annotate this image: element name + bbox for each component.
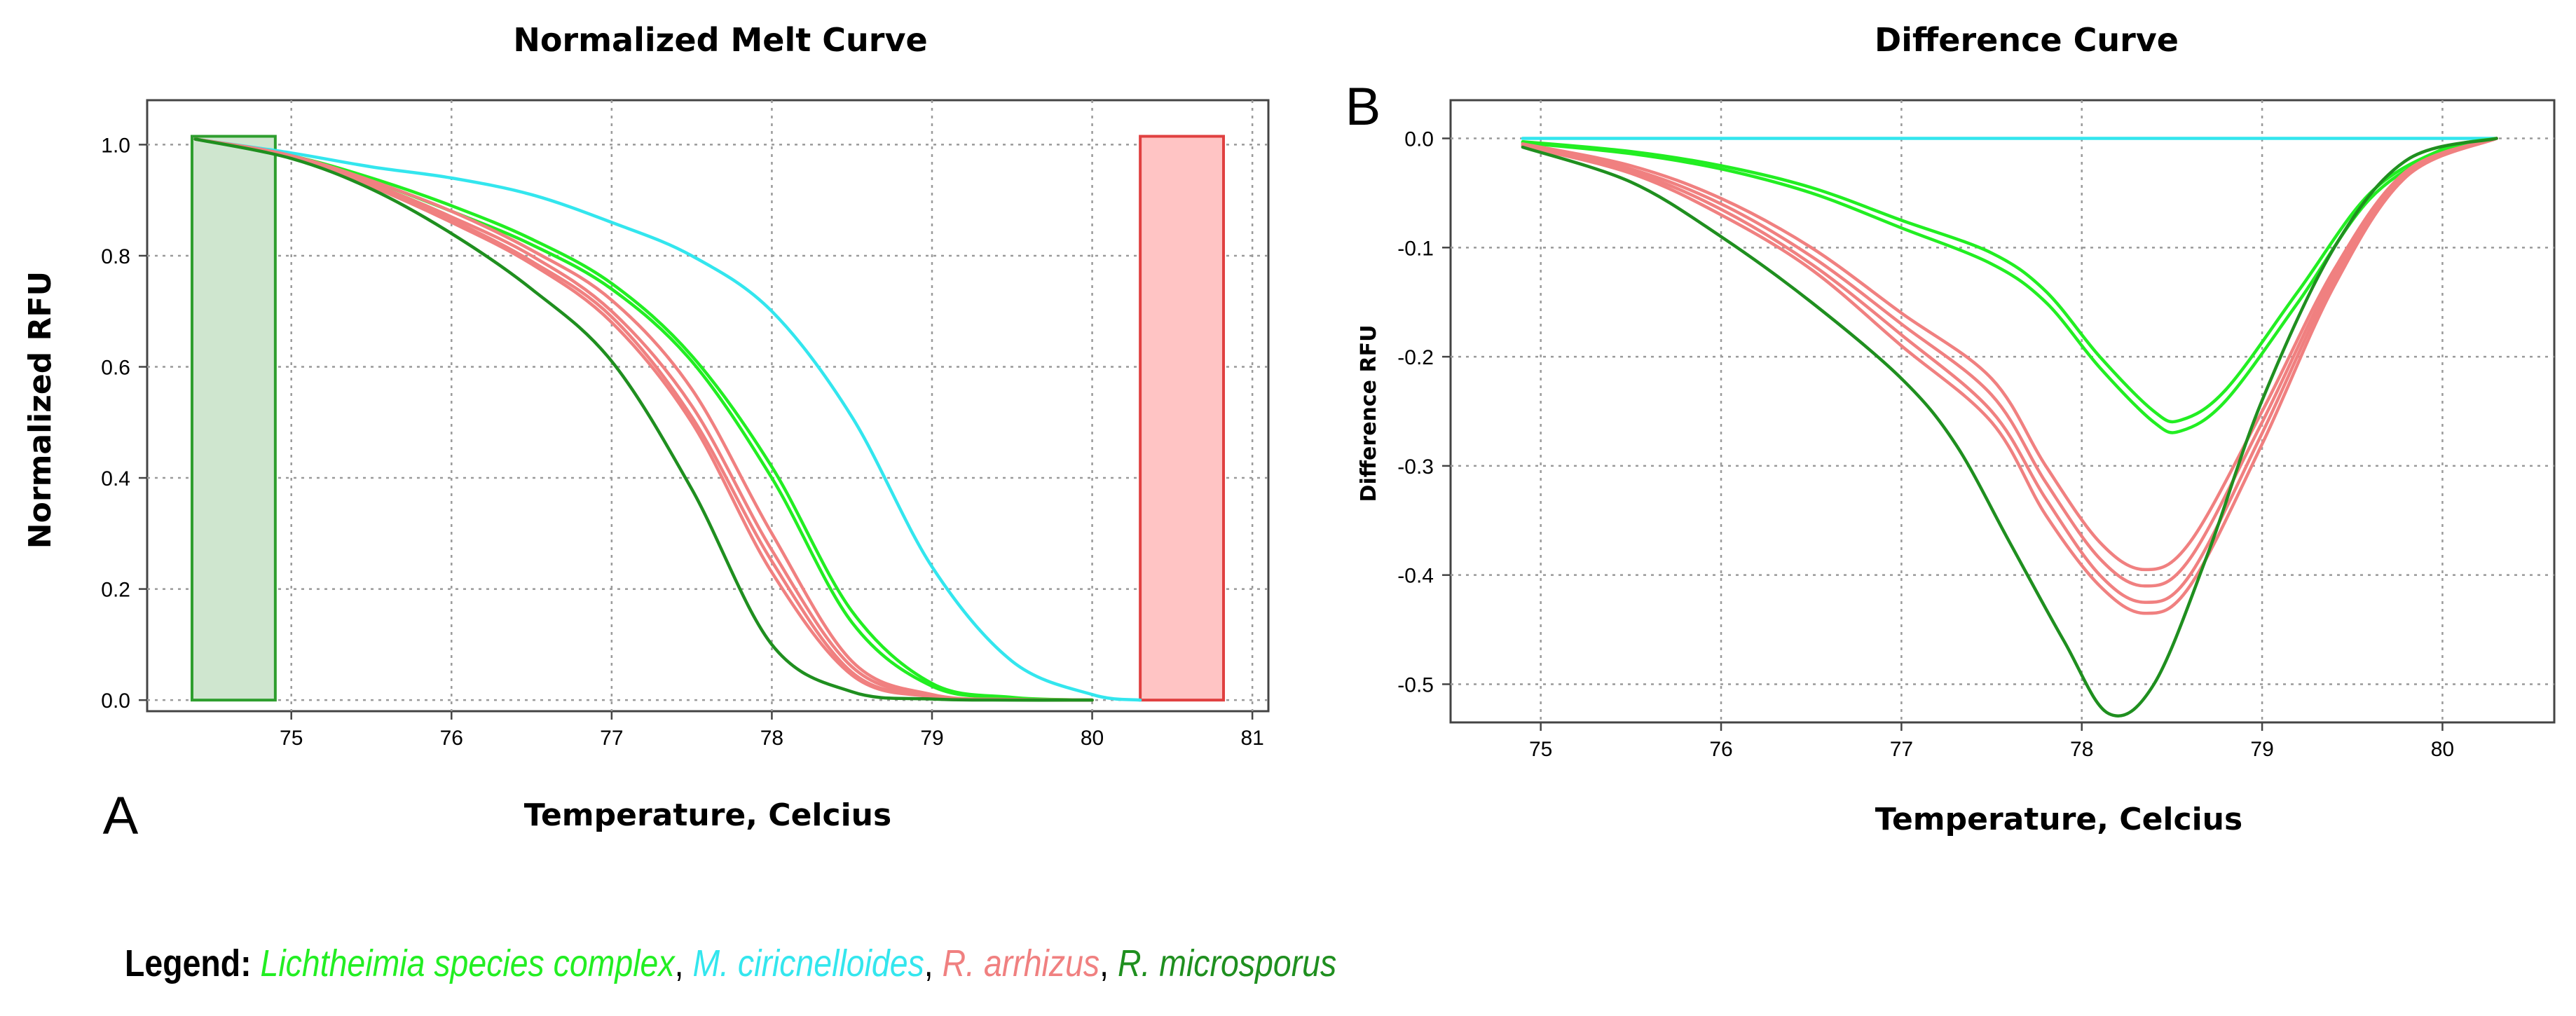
legend-separator: , xyxy=(1099,942,1109,984)
series-line-r-microsporus xyxy=(193,137,1094,702)
series-line-lichtheimia-species-complex xyxy=(193,137,1094,702)
x-tick-label: 75 xyxy=(280,727,303,750)
panel-a-regions xyxy=(191,135,1225,702)
y-tick-label: 0.6 xyxy=(101,357,130,380)
panel-b-series xyxy=(1521,137,2498,718)
x-tick-label: 77 xyxy=(1890,738,1913,761)
x-tick-label: 79 xyxy=(920,727,943,750)
x-tick-label: 79 xyxy=(2250,738,2273,761)
series-line-r-arrhizus xyxy=(1521,137,2498,604)
panel-b-plot-area xyxy=(1449,99,2556,724)
panel-a-letter: A xyxy=(103,786,139,846)
panel-a-normalized-melt-curve: Normalized Melt Curve 75 76 77 78 79 80 81 0.0… xyxy=(22,21,1270,846)
y-tick-label: 0.8 xyxy=(101,245,130,268)
panel-b-x-tick-labels: 75 76 77 78 79 80 xyxy=(1529,738,2454,761)
panel-b-x-axis-label: Temperature, Celcius xyxy=(1875,802,2242,837)
legend-entry-lichtheimia: Lichtheimia species complex xyxy=(260,942,675,984)
start-region xyxy=(191,135,277,702)
y-tick-label: 0.0 xyxy=(101,689,130,713)
legend: Legend: Lichtheimia species complex, M. … xyxy=(125,942,1336,985)
legend-entry-r-arrhizus: R. arrhizus xyxy=(942,942,1100,984)
y-tick-label: 0.2 xyxy=(101,579,130,602)
panel-b-title: Difference Curve xyxy=(1875,21,2179,59)
x-tick-label: 76 xyxy=(1709,738,1732,761)
y-tick-label: 1.0 xyxy=(101,134,130,157)
panel-a-x-axis-label: Temperature, Celcius xyxy=(524,797,891,833)
series-line-r-arrhizus xyxy=(193,137,1094,702)
x-tick-label: 77 xyxy=(600,727,623,750)
panel-b-difference-curve: Difference Curve 75 76 77 78 79 80 0.0 -0.1 -0.… xyxy=(1345,21,2556,837)
x-tick-label: 76 xyxy=(440,727,463,750)
y-tick-label: -0.5 xyxy=(1397,673,1434,696)
panel-a-x-tick-labels: 75 76 77 78 79 80 81 xyxy=(280,727,1264,750)
panel-b-letter: B xyxy=(1345,77,1381,137)
series-line-r-arrhizus xyxy=(1521,137,2498,588)
panel-b-y-tick-labels: 0.0 -0.1 -0.2 -0.3 -0.4 -0.5 xyxy=(1397,128,1434,697)
series-line-lichtheimia-species-complex xyxy=(1521,137,2498,424)
panel-a-series xyxy=(193,137,1142,702)
legend-entry-m-ciricnelloides: M. ciricnelloides xyxy=(692,942,924,984)
end-region xyxy=(1139,135,1225,702)
y-tick-label: 0.4 xyxy=(101,467,130,490)
x-tick-label: 78 xyxy=(2070,738,2093,761)
x-tick-label: 81 xyxy=(1240,727,1263,750)
x-tick-label: 75 xyxy=(1529,738,1552,761)
legend-entry-r-microsporus: R. microsporus xyxy=(1117,942,1337,984)
x-tick-label: 78 xyxy=(760,727,783,750)
series-line-m-ciricnelloides xyxy=(193,137,1142,702)
panel-a-plot-area xyxy=(146,99,1270,713)
legend-separator: , xyxy=(924,942,933,984)
panel-a-title: Normalized Melt Curve xyxy=(513,21,927,59)
panel-a-y-axis-label: Normalized RFU xyxy=(22,271,58,549)
legend-label: Legend: xyxy=(125,942,252,984)
y-tick-label: -0.2 xyxy=(1397,346,1434,369)
series-line-r-microsporus xyxy=(1521,137,2498,718)
panel-b-y-axis-label: Difference RFU xyxy=(1357,325,1381,502)
legend-separator: , xyxy=(674,942,684,984)
y-tick-label: 0.0 xyxy=(1404,128,1434,151)
series-line-r-arrhizus xyxy=(1521,137,2498,615)
x-tick-label: 80 xyxy=(2431,738,2454,761)
y-tick-label: -0.1 xyxy=(1397,237,1434,260)
y-tick-label: -0.4 xyxy=(1397,565,1434,588)
panel-a-y-tick-labels: 0.0 0.2 0.4 0.6 0.8 1.0 xyxy=(101,134,130,713)
y-tick-label: -0.3 xyxy=(1397,455,1434,479)
panel-a-gridlines xyxy=(139,100,1268,720)
x-tick-label: 80 xyxy=(1081,727,1104,750)
series-line-r-arrhizus xyxy=(1521,137,2498,572)
